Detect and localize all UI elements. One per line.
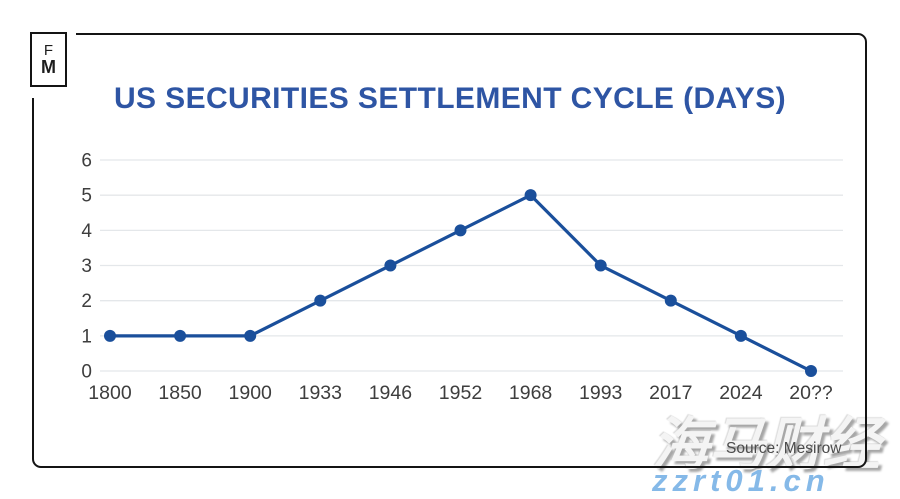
data-point-2017 xyxy=(664,294,677,307)
x-axis-tick: 1850 xyxy=(158,382,202,404)
x-axis-tick: 1946 xyxy=(369,382,412,404)
chart-title: US SECURITIES SETTLEMENT CYCLE (DAYS) xyxy=(113,82,787,115)
data-point-1993 xyxy=(594,259,607,272)
x-axis-tick: 20?? xyxy=(789,382,833,404)
x-axis-tick: 1993 xyxy=(579,382,622,404)
data-point-1952 xyxy=(454,224,467,237)
y-axis-tick: 0 xyxy=(81,362,92,383)
data-point-1946 xyxy=(384,259,397,272)
data-point-2024 xyxy=(734,329,747,342)
source-label: Source: Mesirow xyxy=(726,440,842,457)
y-axis-tick: 3 xyxy=(81,256,92,277)
x-axis-tick: 1800 xyxy=(88,382,132,404)
x-axis-tick: 1952 xyxy=(439,382,482,404)
fm-logo-letter-m: M xyxy=(41,56,56,77)
fm-logo: F M xyxy=(30,32,67,87)
x-axis-tick: 2024 xyxy=(719,382,763,404)
x-axis-tick: 2017 xyxy=(649,382,692,404)
fm-logo-letter-f: F xyxy=(43,41,54,59)
y-axis-tick: 4 xyxy=(81,221,92,242)
y-axis-tick: 6 xyxy=(81,151,92,172)
border-frame xyxy=(32,33,867,468)
line-chart: 0 1 2 3 4 5 6 1800 1850 1900 1933 1946 1952 1968 1993 2… xyxy=(81,151,843,404)
data-point-1800 xyxy=(104,329,116,342)
data-point-1850 xyxy=(174,329,187,342)
y-axis-tick: 1 xyxy=(81,326,92,347)
y-axis-tick: 2 xyxy=(81,291,92,312)
data-point-1933 xyxy=(314,294,327,307)
x-axis-tick: 1968 xyxy=(509,382,552,404)
data-point-20?? xyxy=(805,365,817,378)
x-axis-tick: 1900 xyxy=(229,382,273,404)
watermark-url: zzrt01.cn xyxy=(652,463,830,498)
data-point-1900 xyxy=(244,329,257,342)
y-axis-tick: 5 xyxy=(81,186,92,207)
data-point-1968 xyxy=(524,189,537,202)
x-axis-tick: 1933 xyxy=(299,382,342,404)
